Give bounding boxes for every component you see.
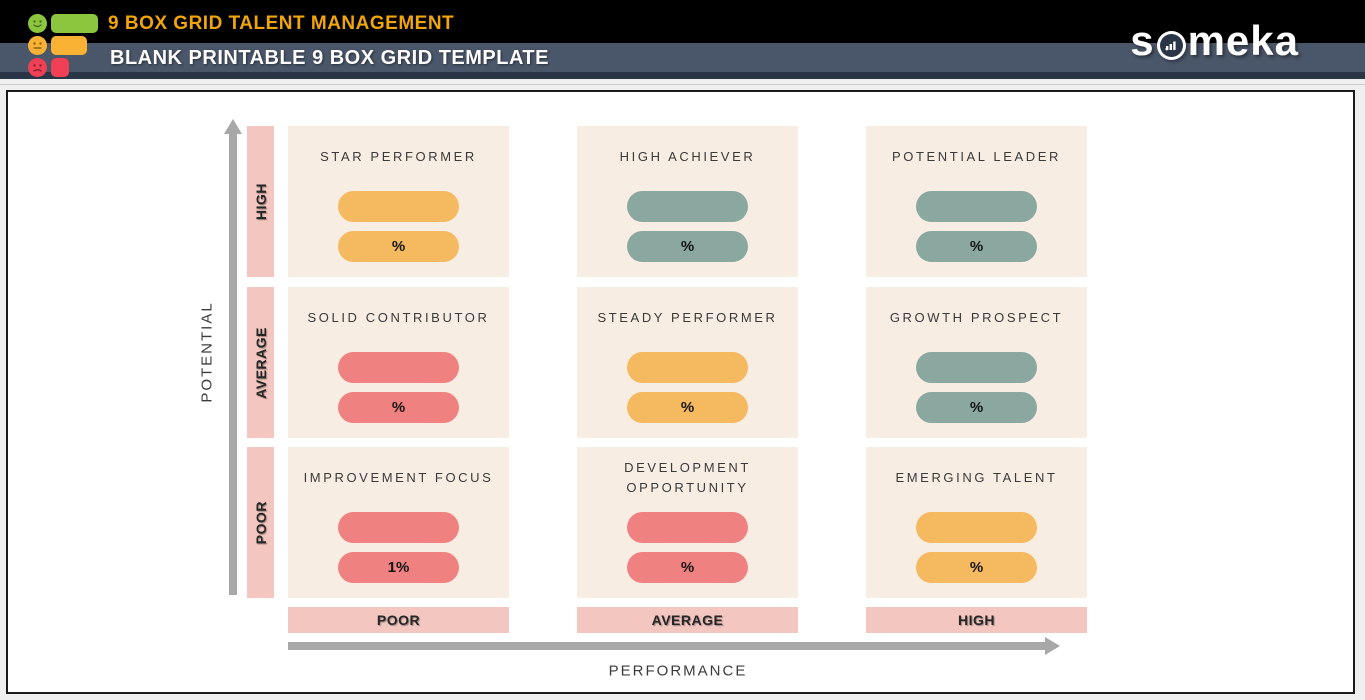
happy-face-icon	[28, 14, 47, 33]
potential-level-poor: POOR	[247, 447, 274, 598]
cell-high-achiever: HIGH ACHIEVER %	[577, 126, 798, 277]
percent-field[interactable]: %	[627, 231, 748, 262]
potential-level-label: AVERAGE	[252, 326, 269, 399]
logo-text-suffix: meka	[1187, 17, 1299, 64]
cell-emerging-talent: EMERGING TALENT %	[866, 447, 1087, 598]
potential-level-label: HIGH	[252, 183, 269, 220]
percent-field[interactable]: %	[338, 392, 459, 423]
potential-level-label: POOR	[252, 500, 269, 545]
percent-field[interactable]: %	[916, 552, 1037, 583]
name-field[interactable]	[338, 512, 459, 543]
cell-title: EMERGING TALENT	[895, 469, 1058, 485]
performance-level-average: AVERAGE	[577, 607, 798, 633]
cell-title: IMPROVEMENT FOCUS	[303, 469, 494, 485]
performance-axis-label: PERFORMANCE	[608, 662, 748, 680]
percent-field[interactable]: %	[338, 231, 459, 262]
performance-level-label: HIGH	[958, 612, 995, 628]
percent-field[interactable]: %	[916, 392, 1037, 423]
potential-level-high: HIGH	[247, 126, 274, 277]
percent-field[interactable]: %	[627, 392, 748, 423]
cell-development-opportunity: DEVELOPMENT OPPORTUNITY %	[577, 447, 798, 598]
potential-level-average: AVERAGE	[247, 287, 274, 438]
header-main-bar	[0, 43, 1365, 72]
potential-axis-line	[229, 133, 237, 595]
cell-growth-prospect: GROWTH PROSPECT %	[866, 287, 1087, 438]
cell-solid-contributor: SOLID CONTRIBUTOR %	[288, 287, 509, 438]
red-rating-bar	[51, 58, 69, 77]
name-field[interactable]	[627, 191, 748, 222]
cell-title: STEADY PERFORMER	[597, 309, 778, 325]
percent-field[interactable]: 1%	[338, 552, 459, 583]
sad-face-icon	[28, 58, 47, 77]
orange-rating-bar	[51, 36, 87, 55]
cell-title: DEVELOPMENT OPPORTUNITY	[624, 459, 751, 495]
name-field[interactable]	[916, 191, 1037, 222]
header-accent-strip	[0, 72, 1365, 79]
cell-title: STAR PERFORMER	[320, 148, 477, 164]
cell-title: SOLID CONTRIBUTOR	[307, 309, 490, 325]
cell-potential-leader: POTENTIAL LEADER %	[866, 126, 1087, 277]
cell-steady-performer: STEADY PERFORMER %	[577, 287, 798, 438]
performance-axis-line	[288, 642, 1045, 650]
cell-title: HIGH ACHIEVER	[619, 148, 756, 164]
page-title: BLANK PRINTABLE 9 BOX GRID TEMPLATE	[110, 47, 549, 69]
cell-title: POTENTIAL LEADER	[892, 148, 1061, 164]
performance-level-poor: POOR	[288, 607, 509, 633]
green-rating-bar	[51, 14, 98, 33]
percent-field[interactable]: %	[627, 552, 748, 583]
name-field[interactable]	[916, 352, 1037, 383]
name-field[interactable]	[338, 191, 459, 222]
app-title: 9 BOX GRID TALENT MANAGEMENT	[108, 13, 455, 34]
logo-text-prefix: s	[1130, 17, 1155, 64]
header-separator	[0, 84, 1365, 85]
cell-star-performer: STAR PERFORMER %	[288, 126, 509, 277]
potential-axis-arrow-icon	[224, 119, 242, 134]
header-top-bar	[0, 0, 1365, 43]
logo-chart-icon	[1156, 30, 1186, 60]
rating-smileys-icon	[28, 14, 100, 77]
cell-title: GROWTH PROSPECT	[889, 309, 1064, 325]
name-field[interactable]	[338, 352, 459, 383]
name-field[interactable]	[627, 352, 748, 383]
potential-axis-label: POTENTIAL	[198, 301, 216, 403]
performance-axis-arrow-icon	[1045, 637, 1060, 655]
performance-level-label: POOR	[376, 612, 421, 628]
performance-level-label: AVERAGE	[651, 612, 724, 628]
percent-field[interactable]: %	[916, 231, 1037, 262]
performance-level-high: HIGH	[866, 607, 1087, 633]
cell-improvement-focus: IMPROVEMENT FOCUS 1%	[288, 447, 509, 598]
name-field[interactable]	[627, 512, 748, 543]
neutral-face-icon	[28, 36, 47, 55]
someka-logo: s meka	[1130, 17, 1299, 65]
name-field[interactable]	[916, 512, 1037, 543]
